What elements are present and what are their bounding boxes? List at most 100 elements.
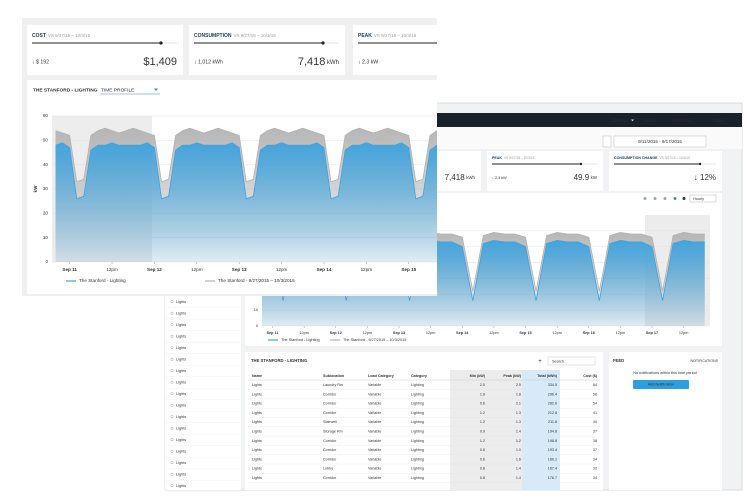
search-placeholder[interactable]: Search bbox=[552, 359, 564, 363]
table-cell: Variable bbox=[368, 429, 381, 433]
bulb-icon bbox=[170, 392, 174, 396]
kpi-compare: VS 9/27/15 – 10/3/15 bbox=[48, 33, 91, 38]
table-cell[interactable]: Lights bbox=[252, 402, 262, 406]
toolbar-icon[interactable] bbox=[643, 197, 647, 200]
column-header[interactable]: Category bbox=[411, 374, 428, 378]
table-cell[interactable]: Storage Rm bbox=[323, 429, 343, 433]
table-cell[interactable]: Corridor bbox=[323, 476, 337, 480]
sidebar-item[interactable]: Lights bbox=[176, 300, 186, 304]
kpi-card bbox=[353, 25, 437, 75]
column-header[interactable]: Min (kW) bbox=[470, 374, 486, 378]
table-cell: 41 bbox=[593, 411, 597, 415]
interval-label[interactable]: Hourly bbox=[693, 197, 704, 201]
nav-item[interactable]: Buildings bbox=[612, 117, 628, 122]
slider-knob[interactable] bbox=[579, 162, 583, 166]
nav-item[interactable]: Support bbox=[712, 117, 727, 122]
sidebar-item[interactable]: Lights bbox=[176, 427, 186, 431]
time-profile-dropdown[interactable]: TIME PROFILE bbox=[101, 87, 134, 93]
table-cell[interactable]: Corridor bbox=[323, 402, 337, 406]
sidebar-item[interactable]: Lights bbox=[176, 461, 186, 465]
table-cell[interactable]: Lights bbox=[252, 429, 262, 433]
sidebar-item[interactable]: Lights bbox=[176, 323, 186, 327]
feed-settings[interactable]: NOTIFICATIONS bbox=[691, 359, 719, 363]
toolbar-icon[interactable] bbox=[663, 197, 667, 200]
kpi-title: PEAK bbox=[358, 33, 372, 39]
table-cell[interactable]: Lights bbox=[252, 411, 262, 415]
column-header[interactable]: Peak (kW) bbox=[503, 374, 521, 378]
button-label[interactable]: Add Notification bbox=[648, 383, 675, 387]
column-header[interactable]: Load Category bbox=[368, 374, 395, 378]
series-area bbox=[55, 142, 437, 262]
calendar-icon[interactable] bbox=[602, 135, 612, 148]
date-range[interactable]: 9/11/2015 - 9/17/2015 bbox=[638, 139, 682, 144]
interval-select[interactable] bbox=[689, 194, 717, 203]
column-header[interactable]: Name bbox=[252, 374, 262, 378]
table-cell[interactable]: Corridor bbox=[323, 439, 337, 443]
nav-item[interactable]: Reports bbox=[642, 117, 656, 122]
sidebar-item[interactable]: Lights bbox=[176, 473, 186, 477]
table-cell: 56 bbox=[593, 392, 597, 396]
sidebar-item[interactable]: Lights bbox=[176, 381, 186, 385]
sidebar-item[interactable]: Lights bbox=[176, 335, 186, 339]
bulb-icon bbox=[170, 472, 174, 476]
toolbar-icon[interactable] bbox=[682, 197, 686, 200]
front-content: COST VS 9/27/15 – 10/3/15↓ $ 192 $1,409CON… bbox=[27, 25, 437, 283]
dropdown-caret[interactable] bbox=[154, 88, 158, 92]
table-cell[interactable]: Lights bbox=[252, 420, 262, 424]
table-cell[interactable]: Lights bbox=[252, 448, 262, 452]
bulb-icon bbox=[170, 403, 174, 407]
table-cell[interactable]: Corridor bbox=[323, 448, 337, 452]
table-cell: 0.8 bbox=[480, 448, 485, 452]
feed-panel bbox=[609, 352, 722, 490]
table-cell[interactable]: Lights bbox=[252, 457, 262, 461]
table-cell[interactable]: Corridor bbox=[323, 392, 337, 396]
column-header[interactable]: Cost ($) bbox=[583, 374, 597, 378]
toolbar-icon[interactable] bbox=[653, 197, 657, 200]
table-cell: 1.0 bbox=[516, 448, 521, 452]
kpi-compare: VS 9/27/15 – 10/3/15 bbox=[234, 33, 277, 38]
kpi-value: 49.9 kW bbox=[574, 173, 598, 182]
sidebar-item[interactable]: Lights bbox=[176, 415, 186, 419]
table-cell[interactable]: Lobby bbox=[323, 467, 333, 471]
sidebar-item[interactable]: Lights bbox=[176, 392, 186, 396]
table-cell[interactable]: Stairwell bbox=[323, 420, 337, 424]
table-cell: 2.5 bbox=[516, 383, 521, 387]
sidebar-item[interactable]: Lights bbox=[176, 438, 186, 442]
sidebar-item[interactable]: Lights bbox=[176, 358, 186, 362]
column-header[interactable]: Total (kWh) bbox=[537, 374, 558, 378]
sidebar-item[interactable]: Lights bbox=[176, 450, 186, 454]
kpi-heading: PEAK VS 9/27/15 – 10/3/15 bbox=[492, 156, 535, 160]
table-cell[interactable]: Lights bbox=[252, 383, 262, 387]
table-cell: 54 bbox=[593, 402, 597, 406]
table-cell[interactable]: Laundry Rm bbox=[323, 383, 343, 387]
table-cell[interactable]: Lights bbox=[252, 439, 262, 443]
add-notification-button[interactable] bbox=[633, 380, 689, 389]
sidebar-item[interactable]: Lights bbox=[176, 346, 186, 350]
sidebar-item[interactable]: Lights bbox=[176, 404, 186, 408]
y-tick-label: 10 bbox=[254, 308, 258, 312]
table-cell: 1.4 bbox=[516, 467, 521, 471]
slider-knob[interactable] bbox=[698, 162, 702, 166]
sidebar-item[interactable]: Lights bbox=[176, 484, 186, 488]
nav-item[interactable]: Notifications bbox=[672, 117, 693, 122]
search-box[interactable] bbox=[547, 356, 596, 366]
slider-knob[interactable] bbox=[321, 41, 325, 45]
table-cell[interactable]: Corridor bbox=[323, 411, 337, 415]
kpi-heading: CONSUMPTION CHANGE VS 9/27/15 – 10/3/15 bbox=[614, 156, 690, 160]
table-cell: Lighting bbox=[411, 429, 424, 433]
add-icon[interactable]: + bbox=[538, 359, 542, 365]
x-tick-label: Sep 12 bbox=[147, 267, 162, 272]
x-tick-label: 12pm bbox=[299, 331, 309, 335]
toolbar-icon[interactable] bbox=[673, 197, 677, 200]
date-box[interactable] bbox=[613, 135, 707, 148]
sidebar-item[interactable]: Lights bbox=[176, 312, 186, 316]
bulb-icon bbox=[170, 323, 174, 327]
slider-knob[interactable] bbox=[159, 41, 163, 45]
table-cell[interactable]: Lights bbox=[252, 476, 262, 480]
table-cell[interactable]: Corridor bbox=[323, 457, 337, 461]
sidebar-item[interactable]: Lights bbox=[176, 369, 186, 373]
table-cell[interactable]: Lights bbox=[252, 392, 262, 396]
column-header[interactable]: Sublocation bbox=[323, 374, 345, 378]
bulb-icon bbox=[170, 415, 174, 419]
table-cell[interactable]: Lights bbox=[252, 467, 262, 471]
